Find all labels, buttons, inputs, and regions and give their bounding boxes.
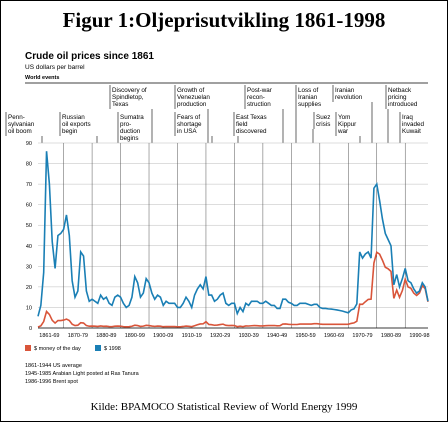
event-label: duction <box>120 128 141 135</box>
x-tick-label: 1930-39 <box>239 333 259 339</box>
legend-swatch <box>95 345 101 351</box>
event-label: Kippur <box>338 121 356 128</box>
x-tick-label: 1950-59 <box>295 333 315 339</box>
event-label: Iranian <box>335 87 355 94</box>
y-tick-label: 70 <box>26 182 32 188</box>
event-label: Iranian <box>298 94 318 101</box>
event-label: Post-war <box>247 87 272 94</box>
x-tick-label: 1861-69 <box>39 333 59 339</box>
legend-label: $ money of the day <box>34 346 81 352</box>
note: 1986-1996 Brent spot <box>25 379 78 385</box>
x-tick-label: 1900-09 <box>153 333 173 339</box>
event-label: production <box>177 101 207 108</box>
unit-label: US dollars per barrel <box>25 64 85 71</box>
source: Kilde: BPAMOCO Statistical Review of Wor… <box>91 401 358 413</box>
y-tick-label: 40 <box>26 244 32 250</box>
note: 1861-1944 US average <box>25 363 82 369</box>
y-tick-label: 30 <box>26 264 32 270</box>
y-tick-label: 10 <box>26 305 32 311</box>
event-label: recon- <box>247 94 265 101</box>
x-tick-label: 1910-19 <box>182 333 202 339</box>
event-label: Netback <box>388 87 412 94</box>
series-line <box>37 151 429 317</box>
x-tick-label: 1960-69 <box>324 333 344 339</box>
event-label: East Texas <box>236 114 267 121</box>
event-label: discovered <box>236 128 267 135</box>
x-tick-label: 1980-89 <box>381 333 401 339</box>
event-label: field <box>236 121 248 128</box>
legend-swatch <box>25 345 31 351</box>
event-label: Growth of <box>177 87 205 94</box>
event-label: revolution <box>335 94 363 101</box>
y-tick-label: 0 <box>29 326 32 332</box>
x-tick-label: 1940-49 <box>267 333 287 339</box>
page-title: Figur 1:Oljeprisutvikling 1861-1998 <box>63 8 386 32</box>
note: 1945-1985 Arabian Light posted at Ras Ta… <box>25 371 140 377</box>
x-tick-label: 1890-99 <box>125 333 145 339</box>
event-label: begins <box>120 135 139 142</box>
x-tick-label: 1870-79 <box>68 333 88 339</box>
y-tick-label: 20 <box>26 285 32 291</box>
event-label: Sumatra <box>120 114 144 121</box>
event-label: Fears of <box>177 114 200 121</box>
event-label: Discovery of <box>112 87 147 94</box>
event-label: Texas <box>112 101 128 108</box>
event-label: Venezuelan <box>177 94 210 101</box>
event-label: Suez <box>316 114 330 121</box>
x-tick-label: 1970-79 <box>352 333 372 339</box>
event-label: Loss of <box>298 87 319 94</box>
event-label: Kuwait <box>402 128 421 135</box>
chart-title: Crude oil prices since 1861 <box>25 51 154 62</box>
events-label: World events <box>25 75 59 81</box>
event-label: pro- <box>120 121 131 128</box>
event-label: struction <box>247 101 271 108</box>
event-label: shortage <box>177 121 202 128</box>
x-tick-label: 1990-98 <box>409 333 429 339</box>
y-tick-label: 80 <box>26 162 32 168</box>
y-tick-label: 60 <box>26 203 32 209</box>
event-label: supplies <box>298 101 321 108</box>
x-tick-label: 1880-89 <box>96 333 116 339</box>
y-tick-label: 50 <box>26 223 32 229</box>
event-label: oil exports <box>62 121 91 128</box>
event-label: Spindletop, <box>112 94 144 101</box>
event-label: oil boom <box>8 128 32 135</box>
series-line <box>37 251 429 328</box>
event-label: pricing <box>388 94 407 101</box>
event-label: invaded <box>402 121 425 128</box>
event-label: Iraq <box>402 114 413 121</box>
event-label: sylvanian <box>8 121 35 128</box>
event-label: introduced <box>388 101 418 108</box>
event-label: crisis <box>316 121 330 128</box>
event-label: begin <box>62 128 78 135</box>
y-tick-label: 90 <box>26 141 32 147</box>
event-label: Penn- <box>8 114 25 121</box>
event-label: war <box>337 128 348 135</box>
event-label: Yom <box>338 114 350 121</box>
x-tick-label: 1920-29 <box>210 333 230 339</box>
event-label: Russian <box>62 114 85 121</box>
legend-label: $ 1998 <box>104 346 121 352</box>
event-label: in USA <box>177 128 197 135</box>
